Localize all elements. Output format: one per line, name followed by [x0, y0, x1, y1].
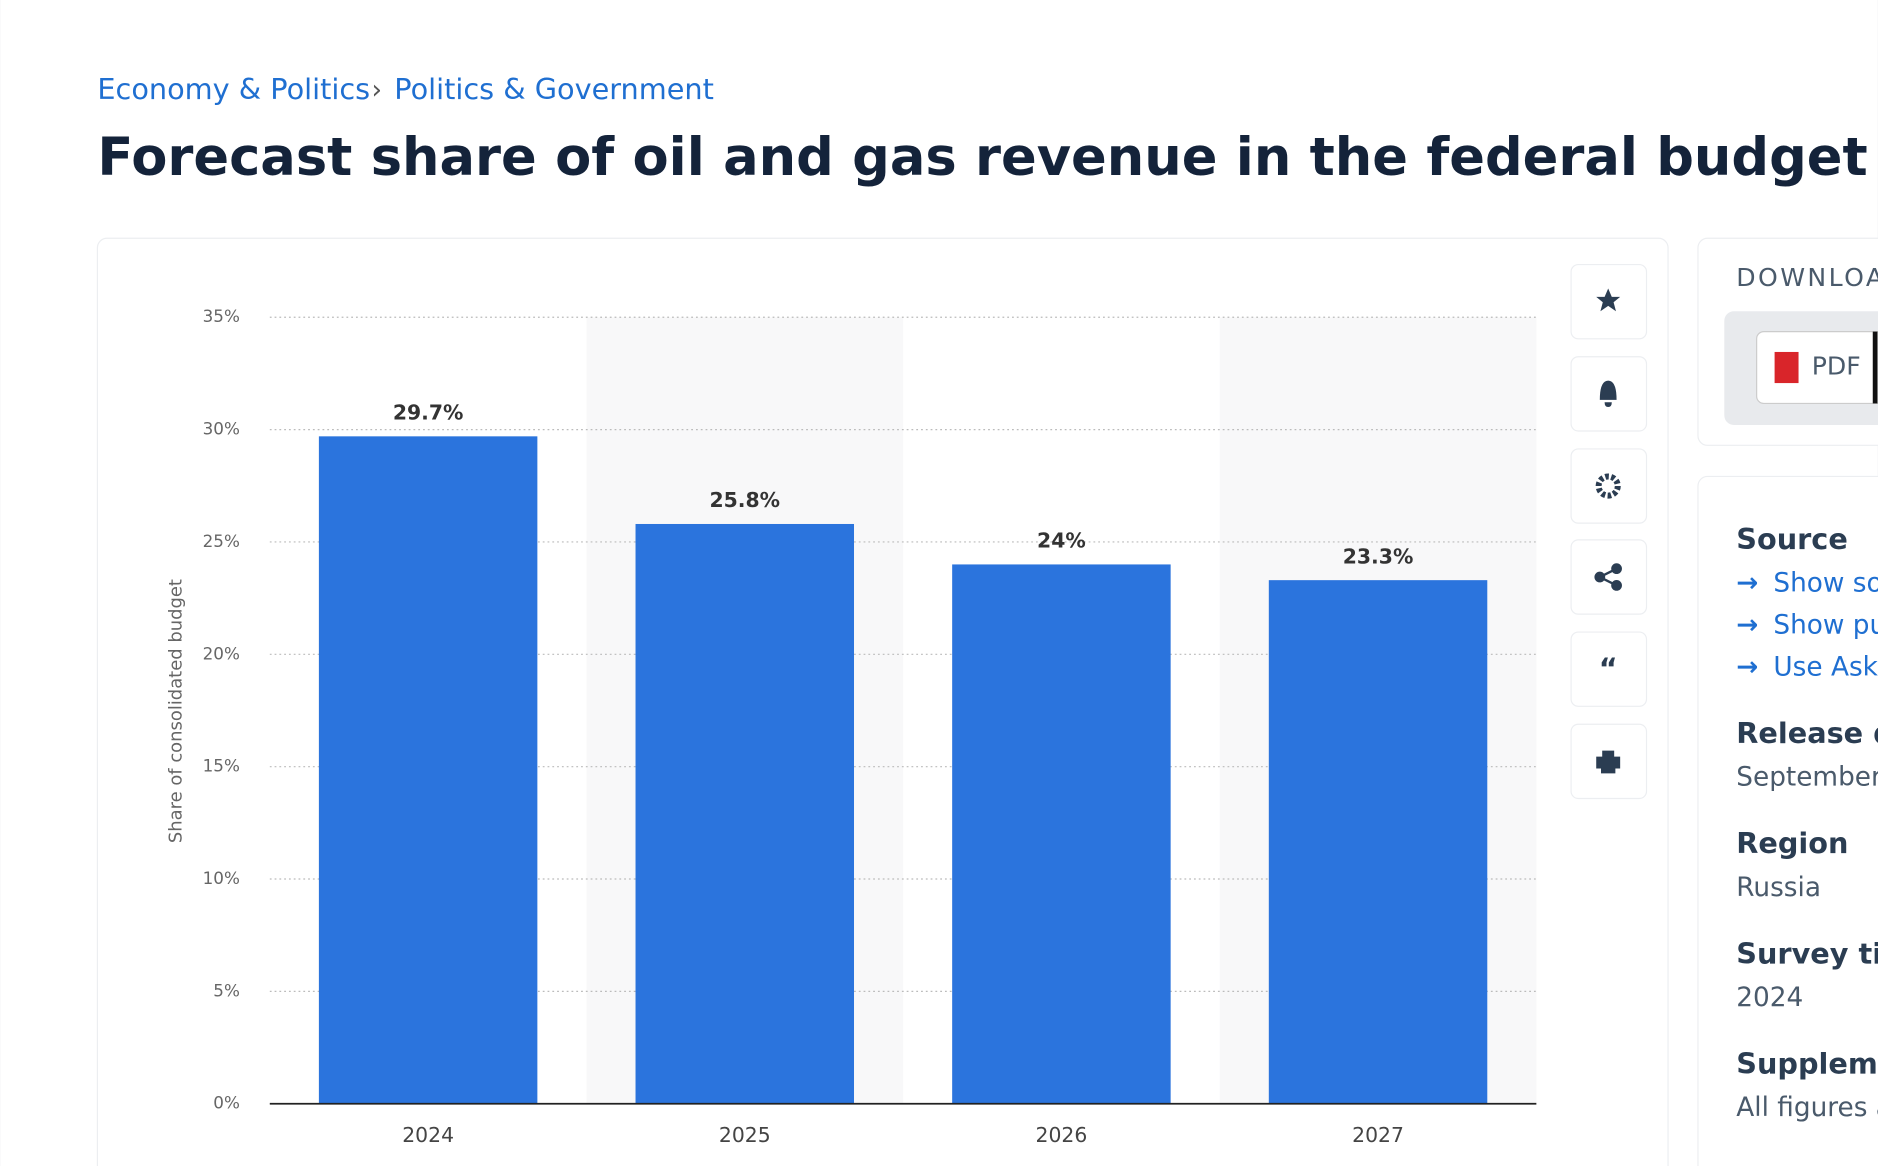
value-label: 29.7% [393, 401, 464, 425]
page-title: Forecast share of oil and gas revenue in… [97, 127, 1878, 188]
y-tick-label: 25% [203, 531, 240, 551]
value-label: 25.8% [709, 488, 780, 512]
link-arrow: → [1736, 652, 1758, 682]
x-tick-label: 2027 [1352, 1123, 1404, 1147]
toolbar: “ [1570, 263, 1648, 800]
value-label: 24% [1037, 529, 1086, 553]
link-arrow: → [1736, 611, 1758, 641]
x-tick-label: 2026 [1036, 1123, 1088, 1147]
settings-button[interactable] [1570, 448, 1648, 524]
y-tick-label: 10% [203, 868, 240, 888]
cite-button[interactable] [1570, 631, 1648, 707]
source-link[interactable]: Use Ask [1773, 652, 1878, 682]
source-link[interactable]: Show pu [1773, 611, 1878, 641]
section-heading: Region [1736, 826, 1848, 860]
print-icon [1596, 750, 1621, 774]
gear-icon [1595, 473, 1621, 499]
x-tick-label: 2024 [402, 1123, 454, 1147]
section-heading: Release d [1736, 716, 1878, 750]
section-text: 2024 [1736, 983, 1803, 1013]
section-heading: Source [1736, 522, 1848, 556]
y-tick-label: 20% [203, 643, 240, 663]
y-tick-label: 30% [203, 419, 240, 439]
download-heading: DOWNLOA [1736, 263, 1878, 292]
breadcrumb-link[interactable]: Economy & Politics [97, 72, 370, 106]
bar [1268, 580, 1488, 1104]
y-tick-label: 5% [213, 980, 240, 1000]
quote-icon: “ [1599, 651, 1618, 685]
x-tick-label: 2025 [719, 1123, 771, 1147]
y-axis-label: Share of consolidated budget [165, 579, 186, 843]
bar [635, 523, 855, 1104]
share-icon [1594, 563, 1622, 591]
share-button[interactable] [1570, 539, 1648, 615]
breadcrumb-link[interactable]: Politics & Government [394, 72, 714, 106]
section-text: Russia [1736, 873, 1821, 903]
pdf-label: PDF [1812, 352, 1861, 381]
section-heading: Suppleme [1736, 1046, 1878, 1080]
breadcrumb-separator: › [372, 75, 383, 105]
bar [952, 564, 1171, 1104]
next-button-edge [1872, 331, 1878, 404]
value-label: 23.3% [1343, 544, 1414, 568]
y-tick-label: 0% [213, 1093, 240, 1113]
details: Source → Show so → Show pu → Use Ask Release d S… [1736, 522, 1878, 1123]
link-arrow: → [1736, 569, 1758, 599]
section-text: September [1736, 763, 1878, 793]
section-heading: Survey tir [1736, 936, 1878, 970]
plot: 0% 5% 10% 15% 20% 25% 30% 35% 29.7% 2024 25.8% 2025… [203, 306, 1537, 1147]
y-tick-label: 15% [203, 756, 240, 776]
pdf-button[interactable] [1756, 331, 1878, 405]
bell-icon [1599, 380, 1617, 408]
bar [318, 436, 538, 1104]
y-tick-label: 35% [203, 306, 240, 326]
source-link[interactable]: Show so [1773, 569, 1878, 599]
pdf-icon [1774, 351, 1799, 384]
star-icon [1596, 288, 1621, 312]
section-text: All figures a [1736, 1093, 1878, 1123]
details-card [1697, 475, 1878, 1166]
